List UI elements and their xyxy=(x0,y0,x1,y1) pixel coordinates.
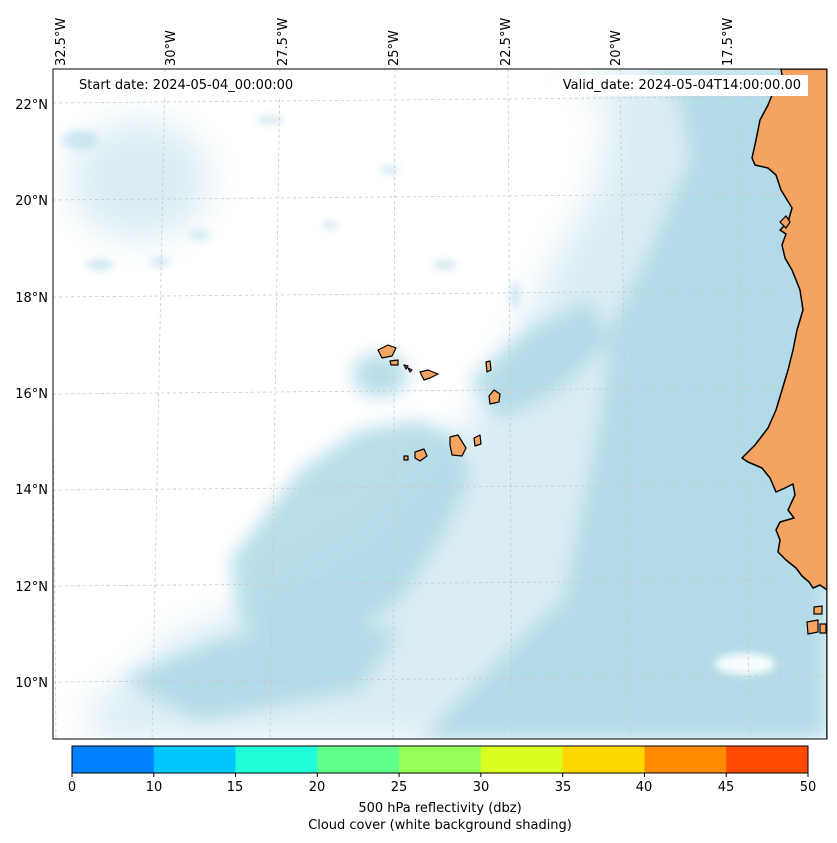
colorbar-tick-label: 50 xyxy=(799,780,817,795)
lat-label: 20°N xyxy=(15,194,48,209)
lat-label: 22°N xyxy=(15,98,48,113)
colorbar-tick-label: 15 xyxy=(226,780,244,795)
colorbar-segment xyxy=(153,746,237,773)
african-coast xyxy=(741,69,827,739)
lon-label: 32.5°W xyxy=(54,17,69,66)
colorbar-segment xyxy=(317,746,400,773)
colorbar-tick-label: 30 xyxy=(472,780,490,795)
lat-label: 16°N xyxy=(15,387,48,402)
lon-label: 25°W xyxy=(387,30,402,66)
colorbar-label: 500 hPa reflectivity (dbz) xyxy=(358,801,522,816)
colorbar-tick-label: 10 xyxy=(145,780,163,795)
lat-label: 14°N xyxy=(15,483,48,498)
lon-label: 20°W xyxy=(609,30,624,66)
colorbar-sublabel: Cloud cover (white background shading) xyxy=(308,818,572,833)
valid-date-label: Valid_date: 2024-05-04T14:00:00.00 xyxy=(555,75,808,96)
colorbar-tick-label: 20 xyxy=(308,780,326,795)
colorbar-segment xyxy=(644,746,727,773)
colorbar-tick-label: 40 xyxy=(635,780,653,795)
cloud-cover-layer xyxy=(62,69,827,739)
gridlines xyxy=(53,69,827,739)
colorbar-segment xyxy=(72,746,155,773)
colorbar-segment xyxy=(235,746,318,773)
colorbar-segment xyxy=(480,746,564,773)
colorbar xyxy=(71,745,809,777)
lon-label: 27.5°W xyxy=(276,17,291,66)
colorbar-tick-label: 35 xyxy=(554,780,572,795)
start-date-label: Start date: 2024-05-04_00:00:00 xyxy=(72,75,301,96)
lon-label: 17.5°W xyxy=(721,17,736,66)
cabo-verde-islands xyxy=(377,344,501,462)
colorbar-segment xyxy=(399,746,482,773)
lat-label: 10°N xyxy=(15,676,48,691)
coastal-islands xyxy=(779,215,827,635)
map-frame xyxy=(52,68,828,740)
lon-label: 22.5°W xyxy=(499,17,514,66)
colorbar-tick-label: 25 xyxy=(390,780,408,795)
lat-label: 18°N xyxy=(15,291,48,306)
colorbar-tick-label: 45 xyxy=(717,780,735,795)
lat-label: 12°N xyxy=(15,580,48,595)
colorbar-tick-label: 0 xyxy=(67,780,77,795)
colorbar-segment xyxy=(726,746,809,773)
lon-label: 30°W xyxy=(164,30,179,66)
colorbar-segment xyxy=(562,746,645,773)
map-area xyxy=(53,69,827,739)
